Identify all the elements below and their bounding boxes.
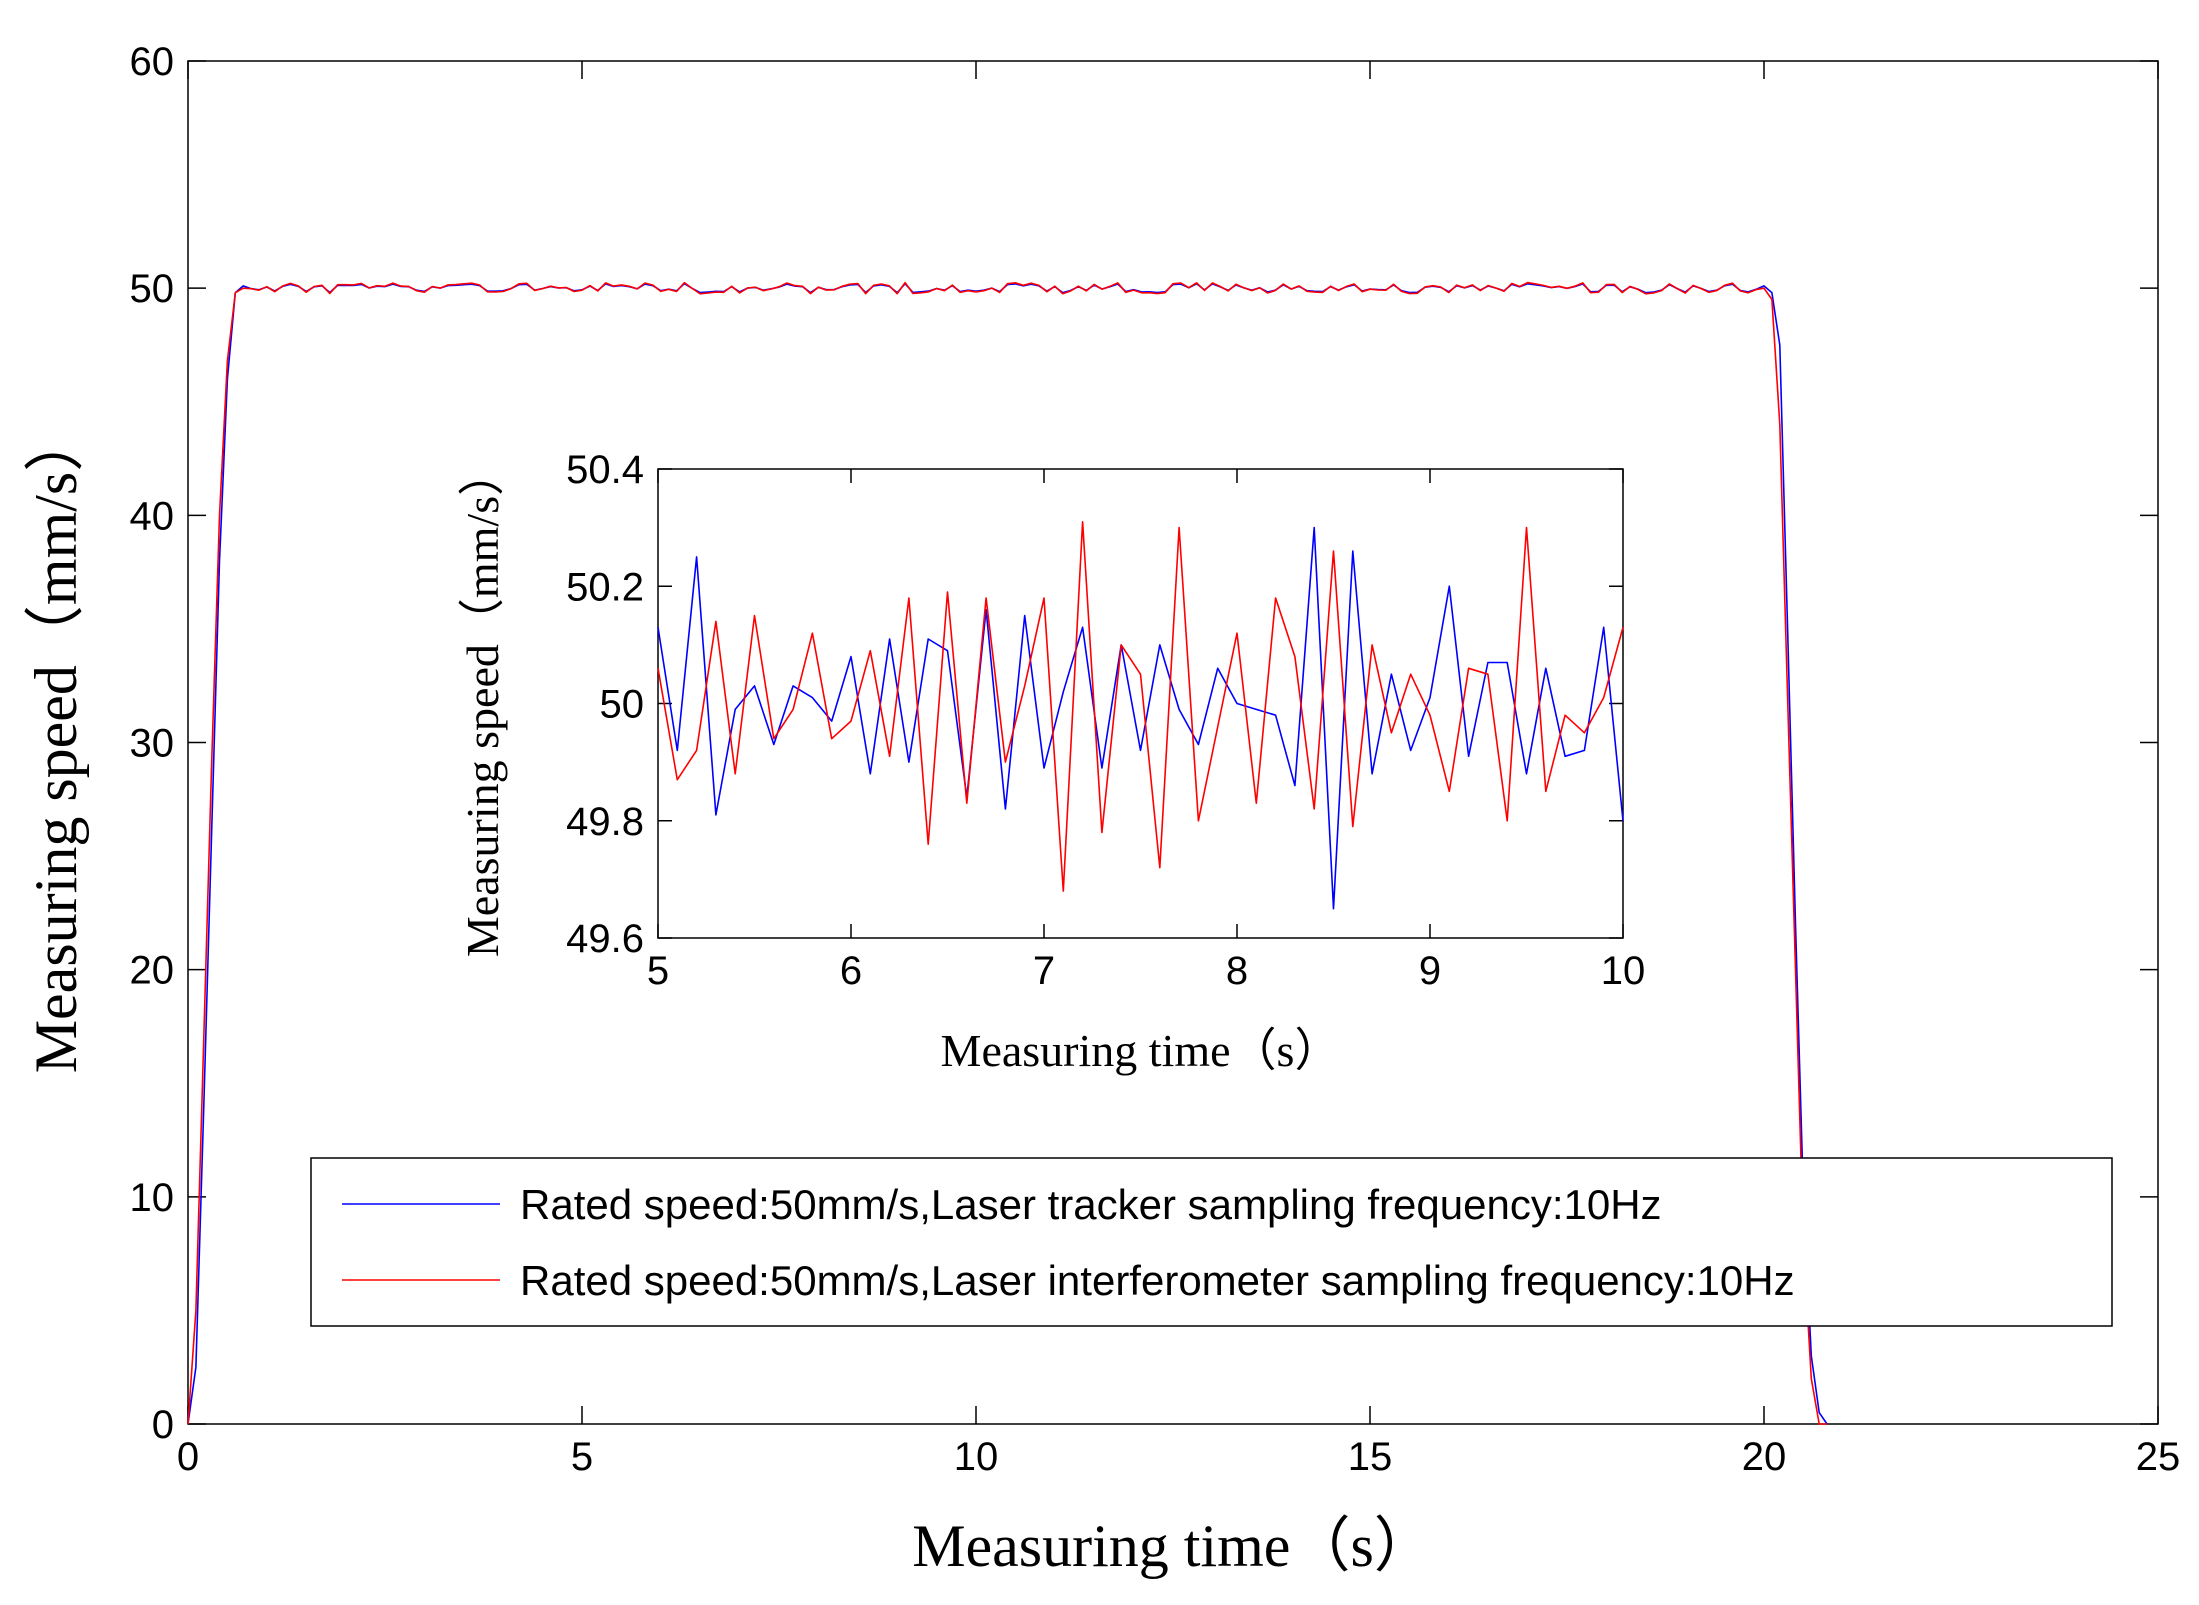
inset-plot-area [657,468,1624,939]
legend-box [310,1157,2113,1327]
main-x-tick-label: 25 [2136,1435,2181,1479]
inset-x-tick-label: 5 [647,949,669,993]
inset-x-tick-label: 9 [1419,949,1441,993]
main-y-tick-label: 0 [152,1403,174,1447]
legend-label-tracker: Rated speed:50mm/s,Laser tracker samplin… [520,1181,1662,1228]
legend-label-interferometer: Rated speed:50mm/s,Laser interferometer … [520,1257,1795,1304]
main-y-tick-label: 50 [130,267,175,311]
inset-x-tick-label: 6 [840,949,862,993]
main-y-tick-label: 40 [130,494,175,538]
main-y-tick-label: 30 [130,722,175,766]
main-y-tick-label: 10 [130,1176,175,1220]
inset-y-tick-label: 50.2 [566,565,644,609]
main-y-axis-title: Measuring speed（mm/s） [23,412,89,1074]
inset-y-tick-label: 50 [600,683,645,727]
inset-x-tick-label: 7 [1033,949,1055,993]
inset-y-axis-title: Measuring speed（mm/s） [457,450,508,957]
main-x-tick-label: 15 [1348,1435,1393,1479]
inset-series-line-interferometer [657,521,1624,892]
main-y-tick-label: 60 [130,40,175,84]
main-x-axis-title: Measuring time（s） [912,1513,1434,1579]
main-x-tick-label: 10 [954,1435,999,1479]
inset-series-line-tracker [657,526,1624,910]
main-x-tick-label: 20 [1742,1435,1787,1479]
inset-y-tick-label: 50.4 [566,448,644,492]
main-x-tick-label: 0 [177,1435,199,1479]
inset-y-tick-label: 49.6 [566,917,644,961]
inset-y-tick-label: 49.8 [566,800,644,844]
main-series-line-interferometer [187,281,1827,1425]
main-x-tick-label: 5 [571,1435,593,1479]
main-y-tick-label: 20 [130,949,175,993]
inset-x-tick-label: 8 [1226,949,1248,993]
inset-x-axis-title: Measuring time（s） [941,1025,1341,1076]
inset-x-tick-label: 10 [1601,949,1646,993]
